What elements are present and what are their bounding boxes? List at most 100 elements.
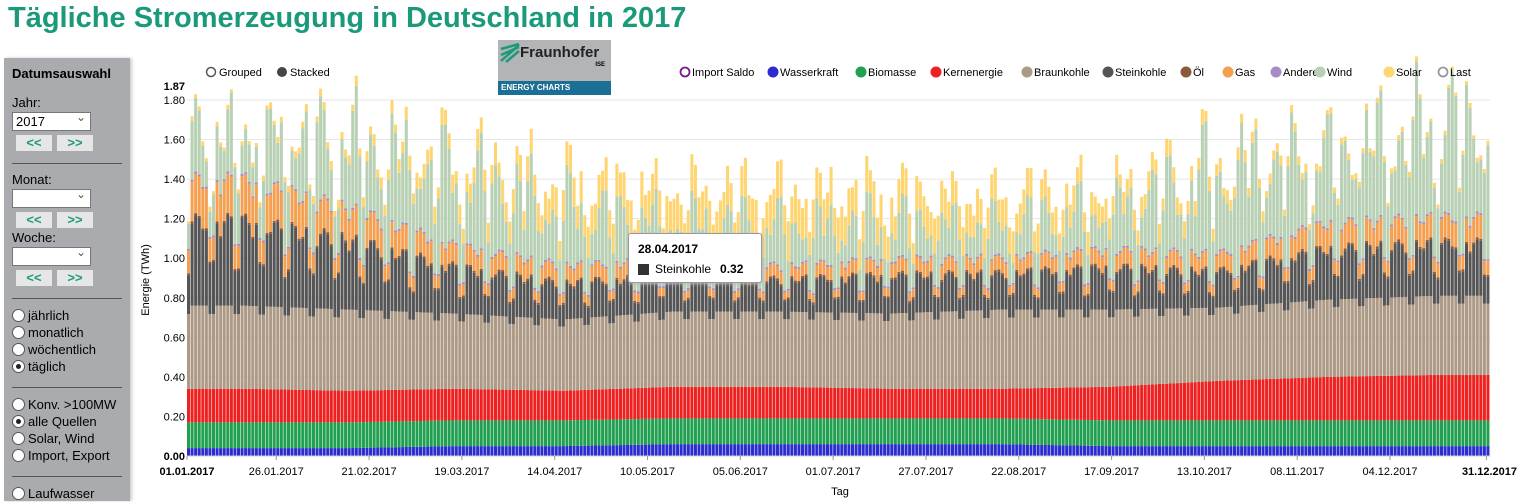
bar-steinkohle[interactable] xyxy=(1125,265,1129,310)
bar-andere[interactable] xyxy=(1407,258,1411,261)
bar-kernenergie[interactable] xyxy=(904,388,908,419)
bar-braunkohle[interactable] xyxy=(265,306,269,390)
bar-steinkohle[interactable] xyxy=(1354,251,1358,299)
bar-andere[interactable] xyxy=(1354,224,1358,227)
bar-solar[interactable] xyxy=(329,161,333,170)
bar-solar[interactable] xyxy=(704,185,708,209)
bar-wind[interactable] xyxy=(604,190,608,267)
bar-kernenergie[interactable] xyxy=(1340,376,1344,421)
bar-gas[interactable] xyxy=(347,220,351,251)
bar-öl[interactable] xyxy=(615,277,619,280)
bar-wasserkraft[interactable] xyxy=(622,445,626,456)
bar-kernenergie[interactable] xyxy=(665,386,669,419)
bar-braunkohle[interactable] xyxy=(308,316,312,391)
bar-andere[interactable] xyxy=(1040,252,1044,255)
bar-andere[interactable] xyxy=(1086,282,1090,285)
bar-kernenergie[interactable] xyxy=(793,387,797,419)
bar-öl[interactable] xyxy=(501,270,505,273)
bar-wind[interactable] xyxy=(1029,197,1033,252)
bar-solar[interactable] xyxy=(1290,105,1294,113)
bar-kernenergie[interactable] xyxy=(1418,375,1422,421)
bar-wind[interactable] xyxy=(451,192,455,240)
bar-öl[interactable] xyxy=(826,279,830,282)
bar-kernenergie[interactable] xyxy=(458,388,462,421)
bar-andere[interactable] xyxy=(1279,236,1283,239)
bar-wasserkraft[interactable] xyxy=(608,445,612,456)
bar-gas[interactable] xyxy=(522,264,526,282)
bar-braunkohle[interactable] xyxy=(593,317,597,390)
bar-gas[interactable] xyxy=(1482,260,1486,275)
bar-solar[interactable] xyxy=(236,189,241,194)
bar-solar[interactable] xyxy=(1225,189,1229,204)
bar-biomasse[interactable] xyxy=(1240,420,1244,447)
bar-wind[interactable] xyxy=(1133,230,1137,285)
bar-andere[interactable] xyxy=(1382,256,1386,259)
legend-item-5[interactable]: Steinkohle xyxy=(1115,67,1166,79)
bar-wind[interactable] xyxy=(1033,251,1037,285)
bar-wind[interactable] xyxy=(329,169,333,211)
bar-wasserkraft[interactable] xyxy=(850,444,855,456)
bar-wind[interactable] xyxy=(1250,142,1254,240)
bar-biomasse[interactable] xyxy=(308,422,312,449)
bar-öl[interactable] xyxy=(194,213,198,216)
bar-biomasse[interactable] xyxy=(1222,420,1226,447)
bar-öl[interactable] xyxy=(1375,246,1379,249)
bar-braunkohle[interactable] xyxy=(365,310,369,391)
bar-wasserkraft[interactable] xyxy=(629,444,633,456)
bar-braunkohle[interactable] xyxy=(1293,302,1297,379)
bar-wind[interactable] xyxy=(1086,254,1090,283)
bar-braunkohle[interactable] xyxy=(1365,298,1369,377)
bar-wind[interactable] xyxy=(326,148,330,199)
bar-wind[interactable] xyxy=(1332,193,1336,259)
bar-biomasse[interactable] xyxy=(461,420,465,447)
bar-braunkohle[interactable] xyxy=(726,311,730,387)
bar-wind[interactable] xyxy=(394,132,398,231)
bar-braunkohle[interactable] xyxy=(319,308,323,391)
bar-wasserkraft[interactable] xyxy=(376,447,380,456)
bar-öl[interactable] xyxy=(472,270,476,273)
bar-solar[interactable] xyxy=(1436,204,1440,209)
bar-braunkohle[interactable] xyxy=(1140,309,1144,385)
bar-kernenergie[interactable] xyxy=(311,390,315,423)
bar-kernenergie[interactable] xyxy=(336,390,340,423)
bar-wasserkraft[interactable] xyxy=(1222,446,1226,456)
bar-steinkohle[interactable] xyxy=(479,270,483,316)
bar-braunkohle[interactable] xyxy=(1457,303,1461,375)
bar-andere[interactable] xyxy=(394,230,398,233)
bar-gas[interactable] xyxy=(1079,250,1083,267)
bar-gas[interactable] xyxy=(476,256,480,276)
bar-gas[interactable] xyxy=(433,275,437,288)
bar-wasserkraft[interactable] xyxy=(429,446,433,456)
bar-öl[interactable] xyxy=(1382,272,1386,275)
bar-andere[interactable] xyxy=(190,179,194,182)
bar-steinkohle[interactable] xyxy=(347,252,351,310)
bar-öl[interactable] xyxy=(1272,258,1276,261)
bar-biomasse[interactable] xyxy=(897,418,901,445)
bar-öl[interactable] xyxy=(211,260,216,263)
bar-steinkohle[interactable] xyxy=(1190,268,1194,309)
bar-gas[interactable] xyxy=(1475,213,1479,238)
bar-wind[interactable] xyxy=(1379,90,1383,215)
bar-solar[interactable] xyxy=(504,202,508,223)
bar-öl[interactable] xyxy=(1068,274,1072,277)
bar-gas[interactable] xyxy=(1090,248,1094,265)
bar-gas[interactable] xyxy=(1407,260,1411,274)
bar-steinkohle[interactable] xyxy=(1133,297,1137,317)
bar-wind[interactable] xyxy=(1225,203,1229,252)
bar-biomasse[interactable] xyxy=(1379,420,1383,447)
bar-gas[interactable] xyxy=(840,263,844,277)
bar-braunkohle[interactable] xyxy=(565,319,569,391)
bar-steinkohle[interactable] xyxy=(187,275,191,314)
bar-wasserkraft[interactable] xyxy=(1079,445,1083,456)
bar-kernenergie[interactable] xyxy=(611,388,615,420)
bar-andere[interactable] xyxy=(733,291,737,294)
bar-braunkohle[interactable] xyxy=(461,321,465,389)
bar-solar[interactable] xyxy=(226,104,230,110)
bar-andere[interactable] xyxy=(1000,257,1004,260)
bar-andere[interactable] xyxy=(758,288,762,291)
radio-laufwasser[interactable]: Laufwasser xyxy=(12,485,130,502)
bar-kernenergie[interactable] xyxy=(1097,386,1101,421)
bar-solar[interactable] xyxy=(536,203,540,232)
bar-solar[interactable] xyxy=(1093,196,1097,215)
bar-kernenergie[interactable] xyxy=(1161,383,1165,421)
